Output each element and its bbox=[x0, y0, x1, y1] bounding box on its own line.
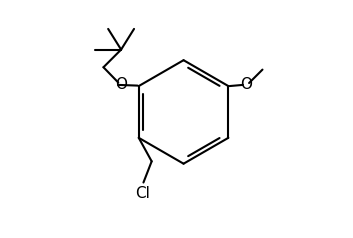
Text: O: O bbox=[115, 77, 127, 92]
Text: O: O bbox=[240, 77, 252, 92]
Text: Cl: Cl bbox=[135, 186, 150, 201]
